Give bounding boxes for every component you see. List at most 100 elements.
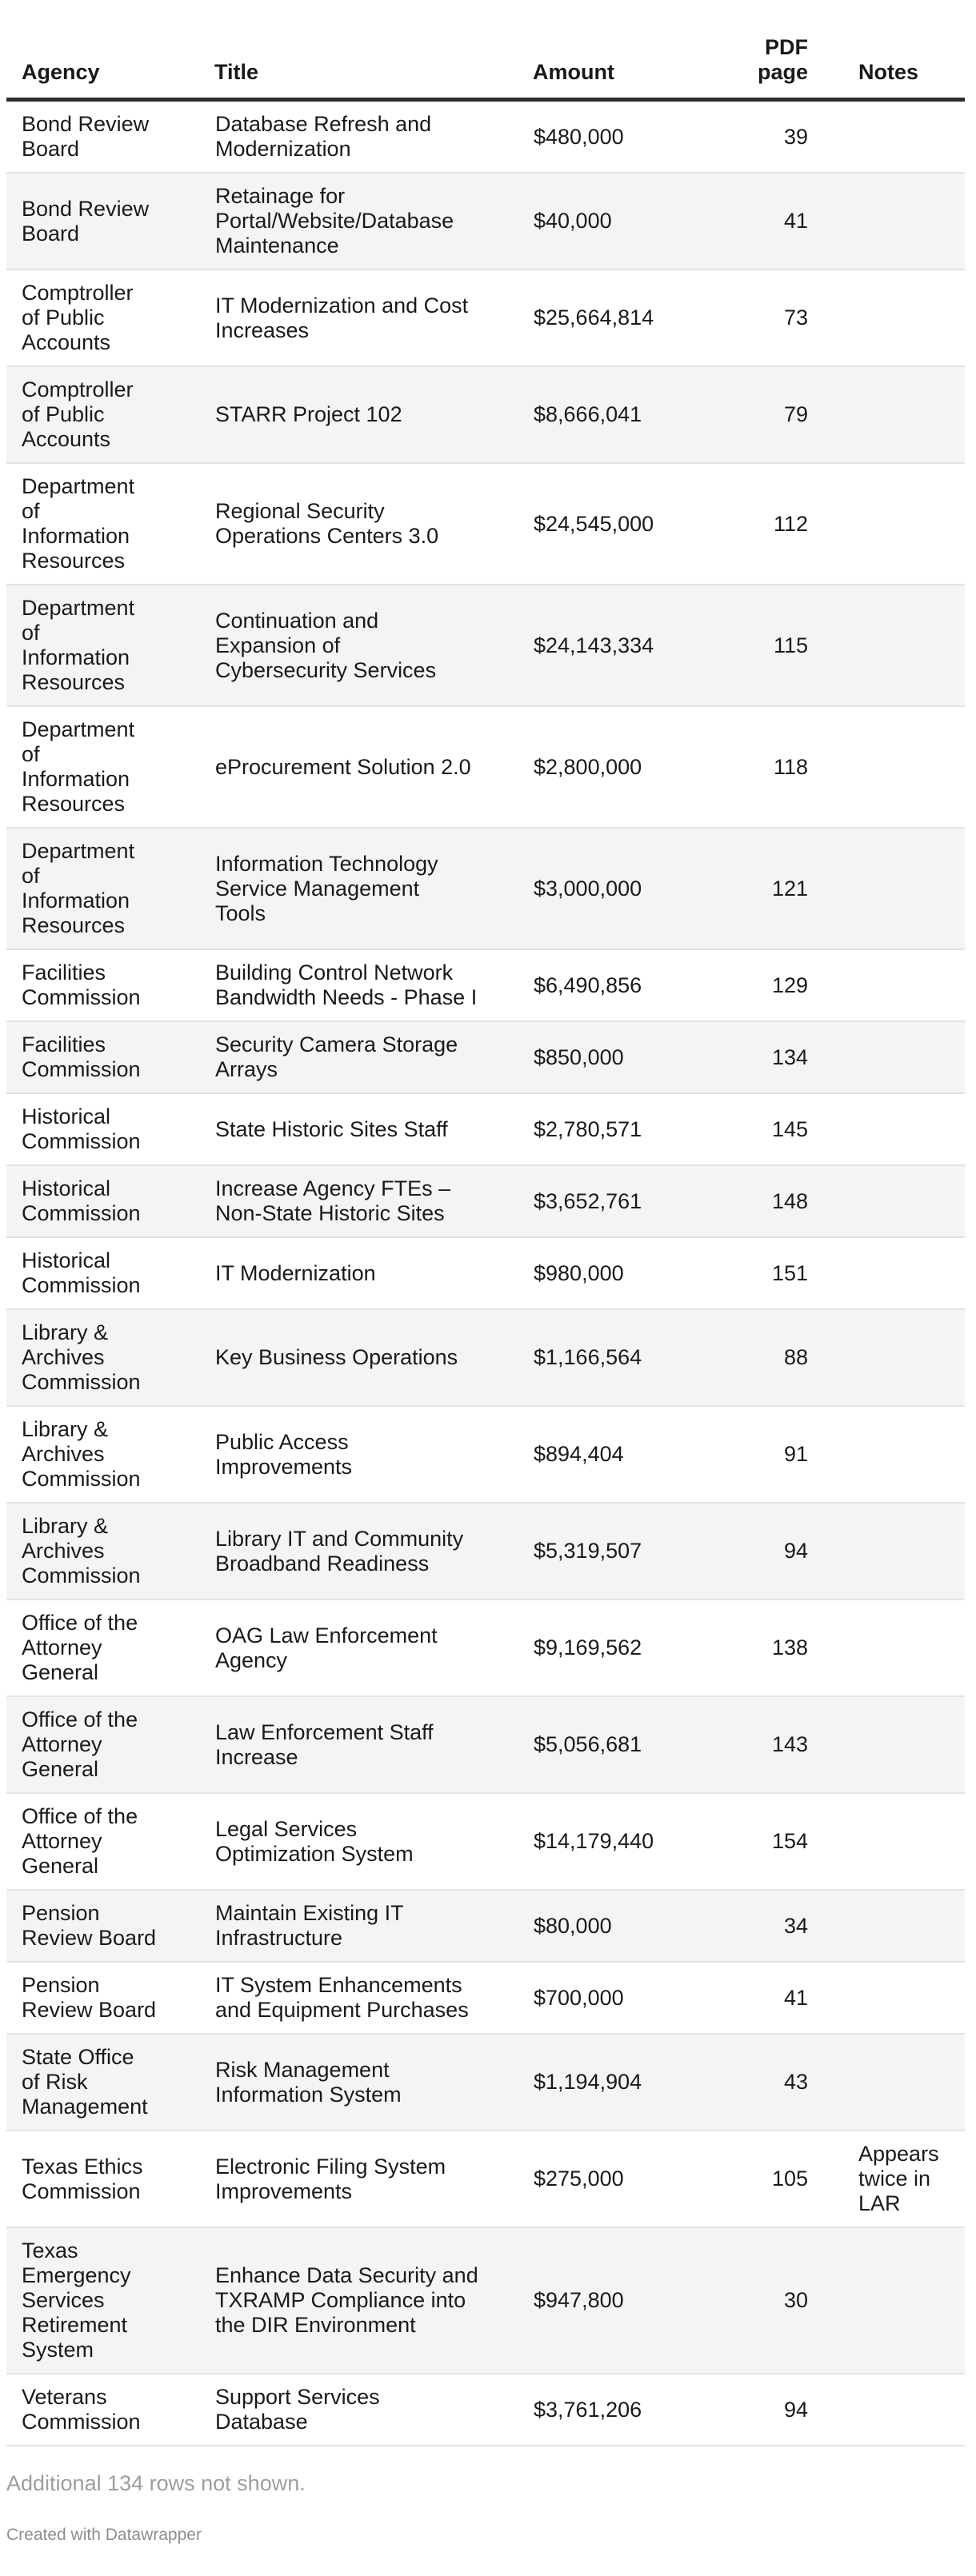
- amount-cell: $8,666,041: [534, 402, 642, 426]
- agency-cell: Historical Commission: [22, 1248, 141, 1297]
- pdf-page-cell: 79: [783, 402, 808, 426]
- agency-cell: Department of Information Resources: [22, 474, 135, 573]
- notes-cell: [824, 1093, 965, 1165]
- title-cell: Enhance Data Security and TXRAMP Complia…: [215, 2263, 478, 2337]
- notes-cell: [824, 270, 965, 366]
- amount-cell: $3,000,000: [534, 876, 642, 901]
- pdf-page-cell: 138: [771, 1635, 808, 1659]
- datawrapper-credit[interactable]: Created with Datawrapper: [6, 2526, 202, 2544]
- pdf-page-cell: 88: [783, 1345, 808, 1369]
- agency-cell: Department of Information Resources: [22, 596, 135, 694]
- agency-cell: Comptroller of Public Accounts: [22, 377, 134, 451]
- pdf-page-cell: 148: [771, 1188, 808, 1213]
- title-cell: Increase Agency FTEs – Non-State Histori…: [215, 1176, 451, 1225]
- agency-cell: State Office of Risk Management: [22, 2045, 148, 2119]
- notes-cell: [824, 1406, 965, 1503]
- table-row: Veterans Commission Support Services Data…: [6, 2374, 965, 2446]
- pdf-page-cell: 145: [771, 1116, 808, 1141]
- amount-cell: $5,319,507: [534, 1539, 642, 1563]
- agency-cell: Pension Review Board: [22, 1901, 157, 1950]
- title-cell: Regional Security Operations Centers 3.0: [215, 499, 439, 548]
- amount-cell: $700,000: [534, 1985, 624, 2010]
- title-cell: Legal Services Optimization System: [215, 1816, 414, 1866]
- title-cell: IT Modernization: [215, 1260, 376, 1285]
- notes-cell: [824, 100, 965, 174]
- pdf-page-cell: 34: [783, 1913, 808, 1938]
- amount-cell: $6,490,856: [534, 972, 642, 997]
- amount-cell: $947,800: [534, 2288, 624, 2312]
- pdf-page-cell: 151: [771, 1260, 808, 1285]
- table-row: Bond Review Board Retainage for Portal/We…: [6, 173, 965, 270]
- pdf-page-cell: 91: [783, 1442, 808, 1466]
- agency-cell: Comptroller of Public Accounts: [22, 281, 134, 354]
- table-row: Pension Review Board Maintain Existing IT…: [6, 1890, 965, 1962]
- notes-cell: [824, 1890, 965, 1962]
- title-cell: eProcurement Solution 2.0: [215, 754, 471, 779]
- column-header-agency: Agency: [6, 0, 214, 102]
- amount-cell: $80,000: [534, 1913, 612, 1938]
- table-row: Department of Information Resources eProc…: [6, 706, 965, 828]
- table-row: Library & Archives Commission Public Acce…: [6, 1406, 965, 1503]
- pdf-page-cell: 118: [773, 754, 808, 779]
- notes-cell: [824, 173, 965, 270]
- amount-cell: $5,056,681: [534, 1732, 642, 1756]
- amount-cell: $1,194,904: [534, 2070, 642, 2094]
- pdf-page-cell: 41: [783, 209, 808, 233]
- header-row: Agency Title Amount PDF page Notes: [6, 0, 965, 102]
- amount-cell: $24,545,000: [534, 511, 654, 536]
- title-cell: Retainage for Portal/Website/Database Ma…: [215, 184, 454, 258]
- pdf-page-cell: 121: [771, 876, 808, 901]
- pdf-page-cell: 73: [783, 306, 808, 329]
- notes-cell: [824, 585, 965, 706]
- data-table: Agency Title Amount PDF page Notes Bond …: [6, 0, 965, 2446]
- amount-cell: $3,652,761: [534, 1188, 642, 1213]
- pdf-page-cell: 129: [771, 972, 808, 997]
- title-cell: Continuation and Expansion of Cybersecur…: [215, 608, 437, 682]
- pdf-page-cell: 30: [783, 2288, 808, 2312]
- agency-cell: Office of the Attorney General: [22, 1611, 138, 1684]
- notes-cell: [824, 2227, 965, 2374]
- table-row: Office of the Attorney General Legal Serv…: [6, 1793, 965, 1890]
- agency-cell: Facilities Commission: [22, 1032, 141, 1081]
- notes-cell: [824, 1503, 965, 1600]
- table-row: Texas Emergency Services Retirement Syst…: [6, 2227, 965, 2374]
- pdf-page-cell: 94: [783, 1539, 808, 1563]
- title-cell: Maintain Existing IT Infrastructure: [215, 1901, 404, 1950]
- pdf-page-cell: 134: [771, 1044, 808, 1069]
- table-row: Pension Review Board IT System Enhancemen…: [6, 1962, 965, 2034]
- agency-cell: Office of the Attorney General: [22, 1804, 138, 1878]
- notes-cell: [824, 1237, 965, 1309]
- column-header-amount: Amount: [533, 0, 733, 102]
- table-row: Office of the Attorney General Law Enforc…: [6, 1696, 965, 1793]
- notes-cell: [824, 828, 965, 949]
- table-row: Comptroller of Public Accounts IT Moderni…: [6, 270, 965, 366]
- agency-cell: Department of Information Resources: [22, 839, 135, 937]
- table-header: Agency Title Amount PDF page Notes: [6, 0, 965, 102]
- title-cell: Key Business Operations: [215, 1345, 458, 1369]
- agency-cell: Historical Commission: [22, 1176, 141, 1225]
- title-cell: Information Technology Service Managemen…: [215, 851, 438, 925]
- amount-cell: $980,000: [534, 1260, 624, 1285]
- notes-cell: [824, 1793, 965, 1890]
- notes-cell: [824, 706, 965, 828]
- agency-cell: Library & Archives Commission: [22, 1320, 141, 1394]
- amount-cell: $24,143,334: [534, 633, 654, 657]
- title-cell: Public Access Improvements: [215, 1429, 353, 1479]
- table-row: Texas Ethics Commission Electronic Filing…: [6, 2131, 965, 2227]
- amount-cell: $480,000: [534, 124, 624, 149]
- notes-cell: [824, 1600, 965, 1696]
- agency-cell: Texas Ethics Commission: [22, 2154, 143, 2203]
- amount-cell: $894,404: [534, 1442, 624, 1466]
- notes-cell: [824, 1696, 965, 1793]
- table-row: Comptroller of Public Accounts STARR Proj…: [6, 366, 965, 463]
- agency-cell: Pension Review Board: [22, 1973, 157, 2022]
- notes-cell: [824, 2034, 965, 2131]
- column-header-notes: Notes: [824, 0, 965, 102]
- notes-cell: [824, 1021, 965, 1093]
- pdf-page-cell: 115: [773, 633, 808, 657]
- datawrapper-table-embed: Agency Title Amount PDF page Notes Bond …: [6, 0, 970, 2559]
- amount-cell: $2,800,000: [534, 754, 642, 779]
- notes-cell: Appears twice in LAR: [858, 2142, 939, 2215]
- pdf-page-cell: 41: [783, 1985, 808, 2010]
- title-cell: Security Camera Storage Arrays: [215, 1032, 458, 1081]
